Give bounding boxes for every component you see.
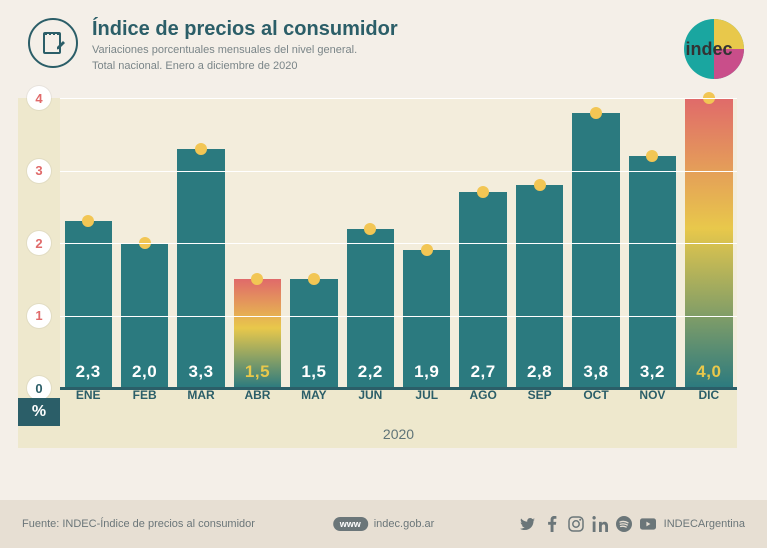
x-label-abr: ABR (229, 388, 285, 412)
marker-may (308, 273, 320, 285)
logo-text: indec (685, 39, 732, 59)
chart-subtitle-2: Total nacional. Enero a diciembre de 202… (92, 59, 739, 73)
header: Índice de precios al consumidor Variacio… (0, 0, 767, 84)
bar-label-feb: 2,0 (121, 362, 168, 382)
plot-area: 2,3 2,0 3,3 1,5 1,5 2,2 1,9 2,7 2,8 3,8 3,2 4,0 (60, 98, 737, 388)
x-axis-labels: ENEFEBMARABRMAYJUNJULAGOSEPOCTNOVDIC (60, 388, 737, 412)
notepad-icon (28, 18, 78, 68)
bar-label-dic: 4,0 (685, 362, 732, 382)
infographic-page: Índice de precios al consumidor Variacio… (0, 0, 767, 548)
marker-nov (646, 150, 658, 162)
x-label-dic: DIC (681, 388, 737, 412)
bar-may: 1,5 (290, 279, 337, 388)
x-label-jul: JUL (399, 388, 455, 412)
y-tick-3: 3 (27, 159, 51, 183)
bar-label-jul: 1,9 (403, 362, 450, 382)
title-block: Índice de precios al consumidor Variacio… (92, 18, 739, 74)
youtube-icon (640, 516, 656, 532)
bar-label-mar: 3,3 (177, 362, 224, 382)
bar-jul: 1,9 (403, 250, 450, 388)
twitter-icon (520, 516, 536, 532)
marker-ene (82, 215, 94, 227)
x-label-jun: JUN (342, 388, 398, 412)
marker-jun (364, 223, 376, 235)
marker-sep (534, 179, 546, 191)
x-label-sep: SEP (511, 388, 567, 412)
bar-label-jun: 2,2 (347, 362, 394, 382)
y-tick-2: 2 (27, 231, 51, 255)
marker-ago (477, 186, 489, 198)
bar-label-nov: 3,2 (629, 362, 676, 382)
marker-mar (195, 143, 207, 155)
chart-title: Índice de precios al consumidor (92, 18, 739, 41)
bar-label-ago: 2,7 (459, 362, 506, 382)
footer-handle: INDECArgentina (664, 518, 745, 530)
bar-ene: 2,3 (65, 221, 112, 388)
chart-panel: 01234 2,32,03,31,51,52,21,92,72,83,83,24… (18, 98, 737, 448)
year-label: 2020 (60, 426, 737, 442)
footer-social: INDECArgentina (520, 516, 745, 532)
bar-jun: 2,2 (347, 229, 394, 389)
bar-abr: 1,5 (234, 279, 281, 388)
y-tick-4: 4 (27, 86, 51, 110)
indec-logo: indec (659, 14, 749, 84)
chart-subtitle-1: Variaciones porcentuales mensuales del n… (92, 43, 739, 57)
www-icon: www (333, 517, 368, 531)
x-label-oct: OCT (568, 388, 624, 412)
bar-ago: 2,7 (459, 192, 506, 388)
bar-label-abr: 1,5 (234, 362, 281, 382)
y-tick-1: 1 (27, 304, 51, 328)
bar-mar: 3,3 (177, 149, 224, 388)
x-label-nov: NOV (624, 388, 680, 412)
marker-abr (251, 273, 263, 285)
bar-label-oct: 3,8 (572, 362, 619, 382)
linkedin-icon (592, 516, 608, 532)
y-tick-0: 0 (27, 376, 51, 400)
marker-jul (421, 244, 433, 256)
x-label-feb: FEB (116, 388, 172, 412)
footer-url: indec.gob.ar (374, 518, 435, 530)
bar-label-ene: 2,3 (65, 362, 112, 382)
bar-sep: 2,8 (516, 185, 563, 388)
bar-label-sep: 2,8 (516, 362, 563, 382)
bar-label-may: 1,5 (290, 362, 337, 382)
bar-nov: 3,2 (629, 156, 676, 388)
footer-url-block: www indec.gob.ar (333, 517, 435, 531)
footer-source: Fuente: INDEC-Índice de precios al consu… (22, 518, 255, 530)
y-axis: 01234 (18, 98, 60, 388)
x-label-may: MAY (286, 388, 342, 412)
instagram-icon (568, 516, 584, 532)
spotify-icon (616, 516, 632, 532)
bar-oct: 3,8 (572, 113, 619, 389)
footer: Fuente: INDEC-Índice de precios al consu… (0, 500, 767, 548)
facebook-icon (544, 516, 560, 532)
x-label-ene: ENE (60, 388, 116, 412)
x-label-ago: AGO (455, 388, 511, 412)
pct-symbol: % (18, 398, 60, 426)
marker-oct (590, 107, 602, 119)
x-label-mar: MAR (173, 388, 229, 412)
